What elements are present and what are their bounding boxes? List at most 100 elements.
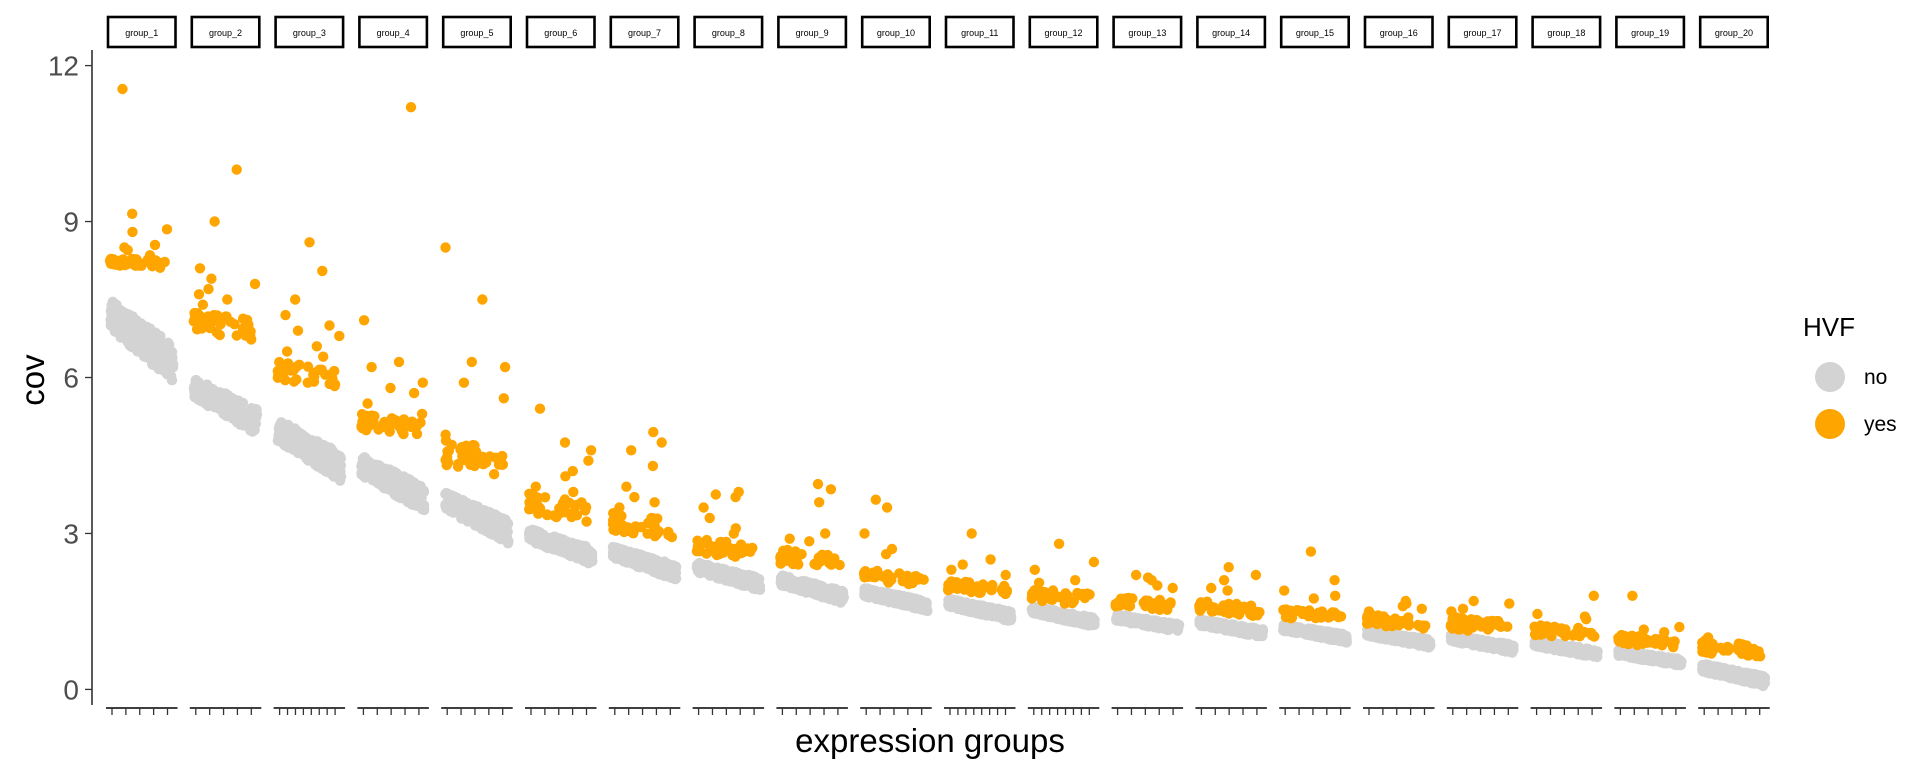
point-yes <box>1123 592 1134 604</box>
point-no <box>1229 623 1241 635</box>
strip-label: group_15 <box>1296 28 1334 38</box>
point-yes <box>441 459 452 471</box>
point-yes <box>373 424 384 435</box>
strip-box <box>358 15 429 49</box>
point-yes <box>1195 602 1207 613</box>
strip-label: group_13 <box>1128 28 1166 38</box>
point-yes-outlier <box>324 320 335 331</box>
point-yes-outlier <box>385 382 396 394</box>
panel-group_1: group_1 <box>104 15 179 715</box>
point-yes-outlier <box>290 294 301 305</box>
point-yes <box>1230 607 1241 618</box>
facet-panels: group_1 group_2 group_3 group_4 group_5 group… <box>104 15 1771 715</box>
point-yes-outlier <box>334 330 345 342</box>
point-yes-outlier <box>466 356 477 368</box>
point-no <box>1147 615 1158 626</box>
point-yes <box>406 416 418 427</box>
point-no <box>529 526 540 538</box>
point-yes-outlier <box>583 455 594 466</box>
point-no <box>217 394 228 406</box>
point-no <box>413 480 425 491</box>
point-yes <box>465 459 476 470</box>
point-yes-outlier <box>117 83 128 95</box>
point-yes-outlier <box>127 208 138 219</box>
point-yes <box>309 371 320 382</box>
point-yes <box>951 578 962 589</box>
point-yes-outlier <box>585 445 597 456</box>
point-no <box>972 602 984 613</box>
point-yes <box>559 504 570 516</box>
point-no <box>203 383 215 394</box>
point-yes-outlier <box>405 102 417 113</box>
point-no <box>708 567 719 578</box>
point-yes <box>1144 597 1155 608</box>
point-yes-outlier <box>784 533 795 544</box>
point-yes-outlier <box>647 460 659 472</box>
point-no <box>531 534 542 546</box>
point-no <box>231 411 242 422</box>
point-no <box>324 451 335 462</box>
point-yes <box>707 544 718 555</box>
point-yes-outlier <box>1206 582 1217 594</box>
point-no <box>229 396 240 407</box>
point-yes <box>793 559 804 570</box>
point-yes <box>735 548 747 559</box>
point-yes-outlier <box>358 315 370 326</box>
point-no <box>615 548 627 560</box>
point-yes <box>1219 606 1230 618</box>
point-yes-outlier <box>304 237 315 248</box>
point-no <box>491 525 502 537</box>
point-no <box>566 539 577 551</box>
point-no <box>402 488 413 499</box>
point-yes-outlier <box>318 351 329 362</box>
point-no <box>1404 637 1415 649</box>
point-yes-outlier <box>568 486 579 498</box>
point-yes <box>959 584 970 595</box>
panel-group_8: group_8 <box>691 15 766 715</box>
point-yes <box>1378 611 1389 622</box>
point-yes-outlier <box>881 502 893 513</box>
point-yes <box>580 505 591 516</box>
point-yes-outlier <box>530 481 541 492</box>
point-yes <box>1084 589 1095 600</box>
point-no <box>319 440 330 451</box>
point-yes-outlier <box>499 361 511 373</box>
strip-label: group_14 <box>1212 28 1250 38</box>
point-yes-outlier <box>317 265 328 277</box>
point-yes <box>539 492 551 503</box>
point-yes-outlier <box>804 536 815 547</box>
point-yes-outlier <box>144 250 156 261</box>
point-yes-outlier <box>1222 585 1233 596</box>
point-no <box>795 585 807 596</box>
point-yes-outlier <box>728 528 739 539</box>
panel-group_15: group_15 <box>1278 15 1352 715</box>
point-yes <box>1316 606 1328 617</box>
point-yes-outlier <box>362 398 373 409</box>
point-yes <box>411 428 423 440</box>
point-yes-outlier <box>880 549 892 560</box>
point-yes <box>285 365 296 376</box>
point-yes-outlier <box>197 299 209 310</box>
point-no <box>1384 631 1396 642</box>
point-no <box>1328 627 1339 638</box>
strip-box <box>525 15 596 49</box>
point-yes <box>361 410 373 422</box>
point-no <box>212 387 224 398</box>
point-no <box>314 460 326 471</box>
point-no <box>1167 622 1178 633</box>
point-no <box>566 550 577 561</box>
point-yes-outlier <box>1308 593 1320 604</box>
point-yes-outlier <box>814 497 825 508</box>
strip-label: group_1 <box>125 28 158 38</box>
strip-box <box>274 15 345 49</box>
point-yes-outlier <box>825 484 837 495</box>
point-yes <box>894 568 905 579</box>
point-no <box>332 471 343 483</box>
point-yes-outlier <box>416 408 428 420</box>
point-yes <box>215 319 226 330</box>
point-yes <box>467 450 478 461</box>
point-yes-outlier <box>1397 601 1409 612</box>
point-yes-outlier <box>559 437 571 448</box>
strip-box <box>106 15 177 49</box>
